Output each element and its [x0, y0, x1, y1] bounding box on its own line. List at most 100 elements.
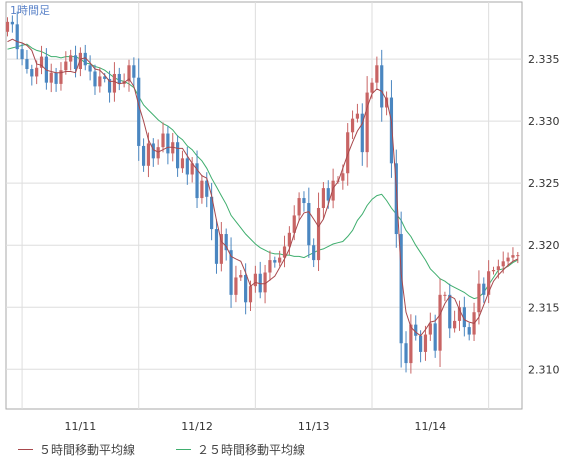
candle	[214, 219, 219, 274]
candle	[297, 192, 301, 222]
legend-swatch-ma25	[176, 449, 191, 450]
candle	[428, 312, 432, 341]
candle	[185, 146, 189, 185]
candle	[151, 138, 155, 167]
y-tick-label: 2.335	[528, 53, 560, 66]
candle	[482, 277, 486, 303]
candle	[355, 103, 360, 123]
candle	[404, 331, 408, 373]
candle	[93, 64, 97, 95]
candle	[516, 252, 520, 264]
candle	[258, 261, 262, 299]
x-axis: 11/11 11/12 11/13 11/14	[65, 420, 447, 433]
candle	[132, 57, 136, 86]
candle	[389, 80, 394, 178]
candle	[350, 110, 355, 140]
candle	[365, 76, 369, 168]
candle	[457, 300, 462, 331]
candle	[59, 62, 63, 91]
plot-area	[5, 1, 523, 410]
candle	[370, 78, 374, 99]
candle	[487, 260, 491, 304]
candle	[64, 51, 68, 75]
candle	[316, 192, 321, 272]
candle	[10, 15, 14, 33]
candle	[414, 315, 418, 341]
y-axis: 2.335 2.330 2.325 2.320 2.315 2.310	[528, 53, 560, 376]
grid	[6, 2, 522, 409]
candle	[423, 325, 428, 361]
candle	[88, 55, 92, 81]
candle	[253, 265, 257, 293]
ma5-line	[7, 38, 519, 337]
candle	[448, 283, 452, 339]
candle	[54, 67, 58, 92]
candle	[384, 91, 389, 116]
candle	[375, 56, 379, 89]
candle	[20, 43, 24, 66]
candle	[200, 174, 204, 204]
candle	[127, 59, 131, 92]
candle	[137, 58, 141, 161]
candle	[394, 149, 398, 248]
legend-item-ma5: ５時間移動平均線	[18, 441, 135, 458]
candle	[511, 247, 515, 262]
legend: ５時間移動平均線 ２５時間移動平均線	[0, 437, 574, 462]
candle	[453, 310, 457, 333]
candle	[229, 237, 233, 308]
x-tick-label: 11/13	[298, 420, 330, 433]
y-tick-label: 2.310	[528, 363, 560, 376]
period-label: 1時間足	[10, 4, 50, 17]
candle	[166, 125, 170, 165]
candle	[268, 250, 272, 281]
candle	[438, 278, 442, 367]
candle	[234, 265, 238, 303]
candle	[278, 250, 282, 267]
candle	[467, 322, 471, 341]
candle	[69, 49, 73, 71]
legend-swatch-ma5	[18, 449, 33, 450]
candle	[141, 138, 146, 172]
candle	[161, 122, 165, 153]
candle	[98, 67, 102, 93]
candle	[302, 191, 306, 212]
legend-item-ma25: ２５時間移動平均線	[176, 441, 305, 458]
candle	[224, 228, 228, 261]
candle	[399, 211, 403, 368]
candle	[239, 270, 243, 281]
candle	[30, 64, 34, 86]
candle	[176, 135, 180, 177]
candle	[219, 222, 223, 272]
y-tick-label: 2.325	[528, 177, 560, 190]
candle	[180, 150, 185, 173]
y-tick-label: 2.330	[528, 115, 560, 128]
candle	[360, 103, 364, 166]
candle	[312, 238, 316, 268]
candle	[49, 63, 53, 93]
candle	[506, 252, 510, 267]
candle	[5, 17, 10, 37]
candle	[380, 49, 384, 122]
candle	[15, 11, 19, 60]
candle	[39, 45, 44, 75]
x-tick-label: 11/12	[181, 420, 213, 433]
candle	[443, 291, 447, 302]
candle	[307, 187, 311, 258]
y-tick-label: 2.320	[528, 239, 560, 252]
candle	[491, 266, 496, 275]
candle	[78, 47, 82, 77]
candle	[409, 314, 413, 374]
x-tick-label: 11/11	[65, 420, 97, 433]
candle	[462, 296, 466, 337]
legend-label-ma25: ２５時間移動平均線	[197, 443, 306, 457]
candle	[273, 256, 277, 268]
candle	[477, 270, 481, 325]
candle	[321, 182, 325, 219]
candle	[210, 182, 214, 241]
candle	[117, 67, 121, 91]
y-tick-label: 2.315	[528, 301, 560, 314]
legend-label-ma5: ５時間移動平均線	[39, 443, 136, 457]
x-tick-label: 11/14	[414, 420, 446, 433]
